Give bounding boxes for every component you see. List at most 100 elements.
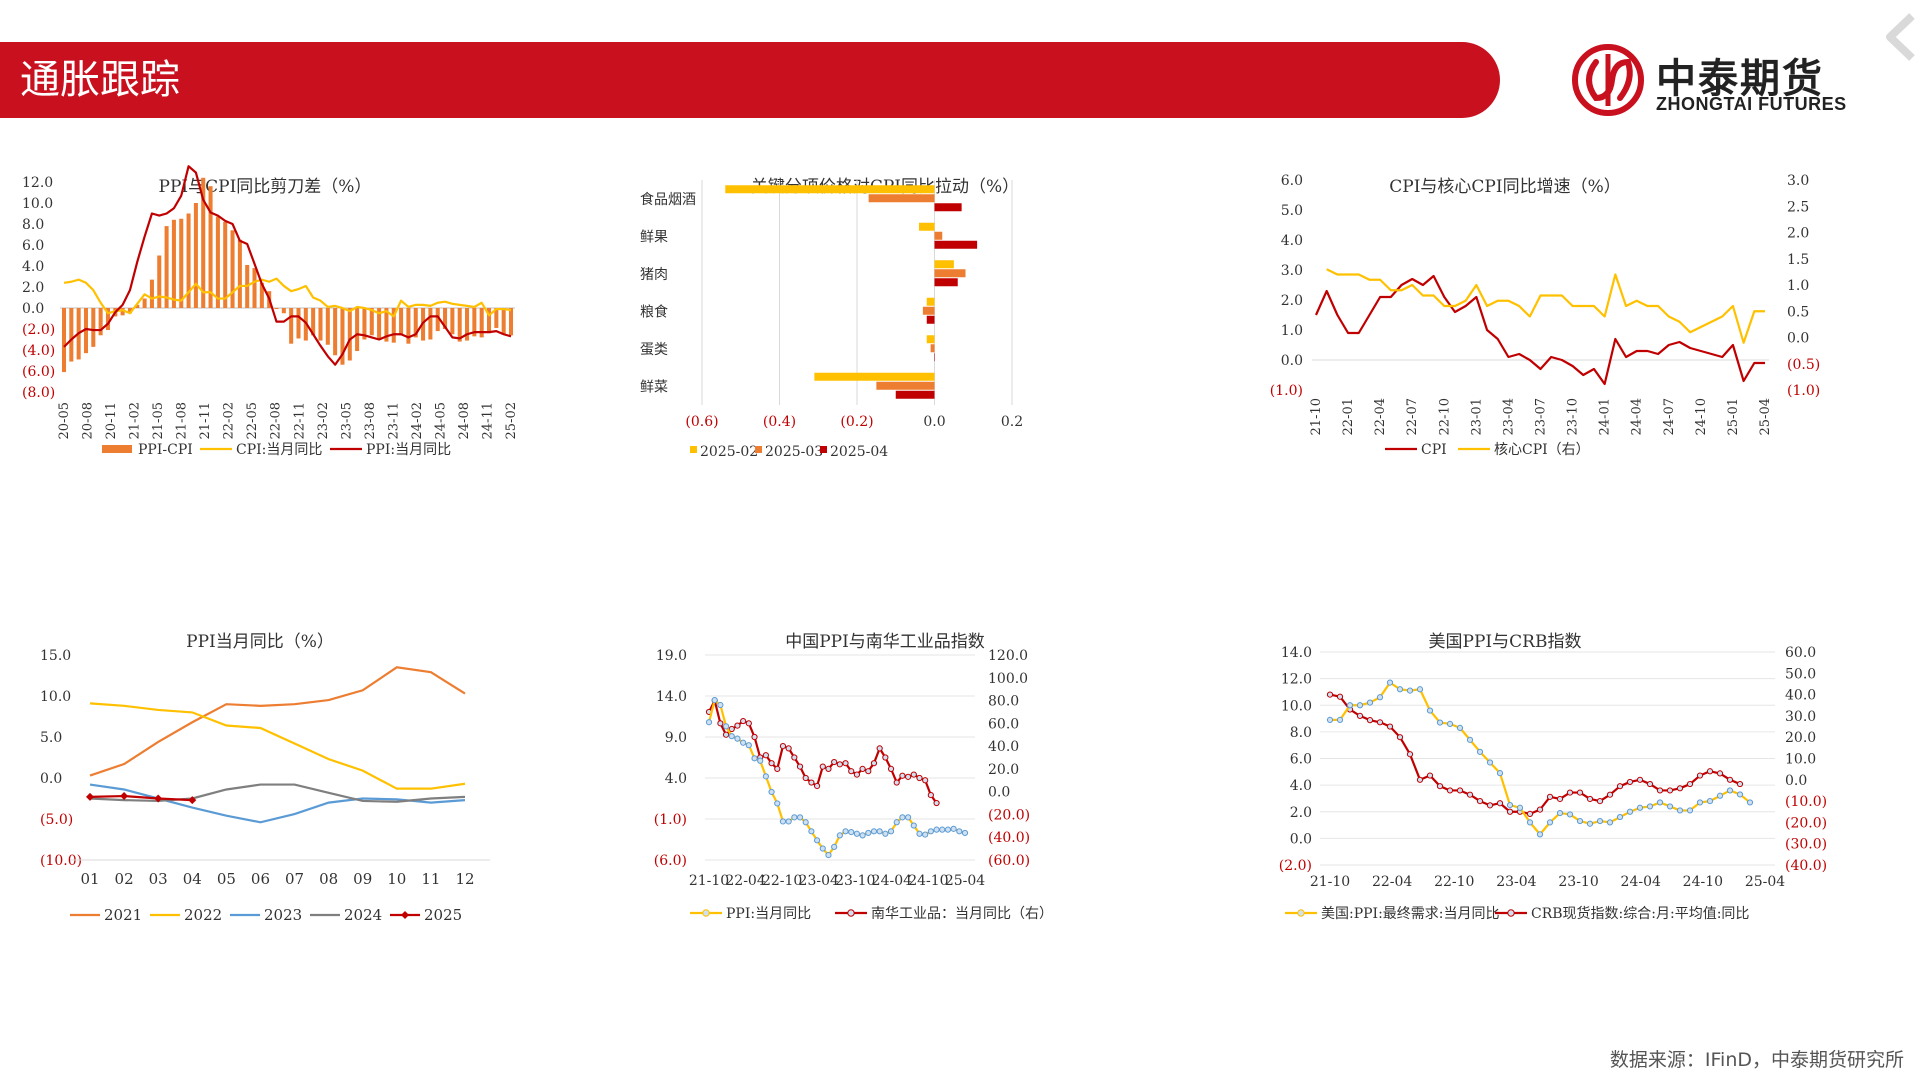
x-tick-label: 21-05	[151, 402, 166, 439]
y-tick-label: 14.0	[1281, 645, 1312, 661]
us-ppi-point	[1376, 694, 1384, 701]
crb-point	[1536, 806, 1544, 813]
china-ppi-point	[791, 814, 798, 821]
x-tick-label: 22-08	[269, 402, 284, 439]
x-tick-label: 12	[455, 870, 474, 888]
ppi-cpi-bar	[450, 308, 455, 335]
x-tick-label: 22-02	[222, 402, 237, 439]
legend-label: 2025-02	[700, 444, 758, 460]
china-ppi-point	[819, 845, 826, 852]
crb-point	[1566, 789, 1574, 796]
x-tick-label: 21-08	[175, 402, 190, 439]
ppi-cpi-bar	[259, 282, 264, 308]
china-ppi-point	[740, 739, 747, 746]
crb-point	[1716, 770, 1724, 777]
us-ppi-point	[1656, 799, 1664, 806]
x-tick-label: (0.4)	[763, 414, 796, 430]
ppi-cpi-bar	[201, 177, 206, 308]
china-ppi-point	[762, 773, 769, 780]
category-label: 鲜果	[640, 229, 668, 245]
crb-point	[1726, 776, 1734, 783]
ppi-cpi-bar	[179, 218, 184, 308]
china-ppi-point	[916, 830, 923, 837]
ppi-cpi-bar	[318, 308, 323, 341]
crb-point	[1456, 787, 1464, 794]
china-ppi-point	[853, 830, 861, 837]
ppi-cpi-bar	[377, 308, 382, 340]
us-ppi-point	[1386, 679, 1394, 686]
x-tick-label: 24-02	[410, 402, 425, 439]
ppi-cpi-bar	[215, 216, 220, 308]
ppi-cpi-bar	[369, 308, 374, 336]
nanhua-point	[870, 760, 878, 767]
china-ppi-point	[768, 788, 775, 796]
x-tick-label: 23-10	[1558, 874, 1598, 890]
nanhua-point	[933, 799, 940, 807]
x-tick-label: (0.6)	[685, 414, 718, 430]
x-tick-label: 21-10	[689, 873, 729, 889]
y-tick-label: 20.0	[1785, 730, 1816, 746]
contribution-bar	[934, 269, 966, 278]
crb-point	[1616, 783, 1624, 790]
us-ppi-point	[1616, 813, 1624, 821]
ppi-cpi-bar	[171, 219, 176, 308]
ppi-cpi-bar	[406, 308, 411, 344]
china-ppi-point	[717, 701, 724, 709]
x-tick-label: 25-04	[945, 873, 985, 889]
ppi-yoy-line	[63, 165, 512, 366]
chart-title: 美国PPI与CRB指数	[1429, 632, 1582, 652]
y-tick-label: 40.0	[988, 739, 1019, 755]
crb-point	[1366, 717, 1374, 724]
nanhua-point	[825, 765, 832, 772]
us-ppi-point	[1636, 804, 1644, 811]
y-tick-label: 2.0	[22, 280, 44, 296]
x-tick-label: 25-02	[504, 402, 519, 439]
crb-point	[1526, 810, 1534, 817]
china-ppi-point	[728, 733, 735, 740]
x-tick-label: 20-11	[104, 402, 119, 439]
nanhua-point	[785, 745, 792, 752]
x-tick-label: 22-10	[762, 873, 802, 889]
nanhua-point	[762, 752, 769, 759]
nanhua-point	[842, 760, 849, 767]
contribution-bar	[876, 381, 935, 390]
legend-label: 美国:PPI:最终需求:当月同比	[1321, 906, 1500, 922]
us-ppi-point	[1336, 716, 1344, 723]
x-tick-label: 23-04	[1496, 874, 1536, 890]
y-tick-label: 0.0	[1787, 331, 1809, 347]
china-ppi-point	[848, 829, 855, 836]
nanhua-point	[774, 765, 781, 772]
legend-label: 2023	[264, 906, 302, 924]
y-tick-label: (20.0)	[988, 807, 1030, 823]
ppi-cpi-bar	[296, 308, 301, 339]
legend-label: 核心CPI（右）	[1494, 442, 1590, 458]
ppi-cpi-bar	[252, 268, 257, 308]
contribution-bar	[934, 278, 958, 287]
series-2022-line	[89, 702, 466, 790]
ppi-cpi-bar	[413, 308, 418, 338]
us-ppi-point	[1536, 831, 1544, 838]
china-ppi-point	[939, 826, 946, 833]
x-tick-label: 20-08	[81, 402, 96, 439]
crb-point	[1676, 785, 1684, 792]
china-ppi-point	[813, 837, 821, 844]
us-ppi-point	[1736, 791, 1744, 798]
y-tick-label: 2.0	[1281, 293, 1303, 309]
y-tick-label: 80.0	[988, 694, 1019, 710]
page-title: 通胀跟踪	[20, 57, 180, 103]
y-tick-label: 40.0	[1785, 688, 1816, 704]
crb-point	[1736, 780, 1744, 788]
x-tick-label: 23-07	[1534, 398, 1549, 435]
y-tick-label: (1.0)	[1270, 383, 1303, 399]
crb-point	[1626, 778, 1634, 786]
crb-point	[1336, 693, 1344, 700]
corner-chevron-icon	[1886, 13, 1915, 61]
x-tick-label: 0.0	[923, 414, 945, 430]
crb-point	[1576, 789, 1584, 796]
us-ppi-point	[1646, 803, 1654, 810]
ppi-cpi-bar	[362, 308, 367, 340]
crb-point	[1466, 791, 1474, 798]
y-tick-label: (10.0)	[1785, 794, 1827, 810]
y-tick-label: 10.0	[40, 689, 71, 705]
china-ppi-point	[745, 742, 752, 749]
